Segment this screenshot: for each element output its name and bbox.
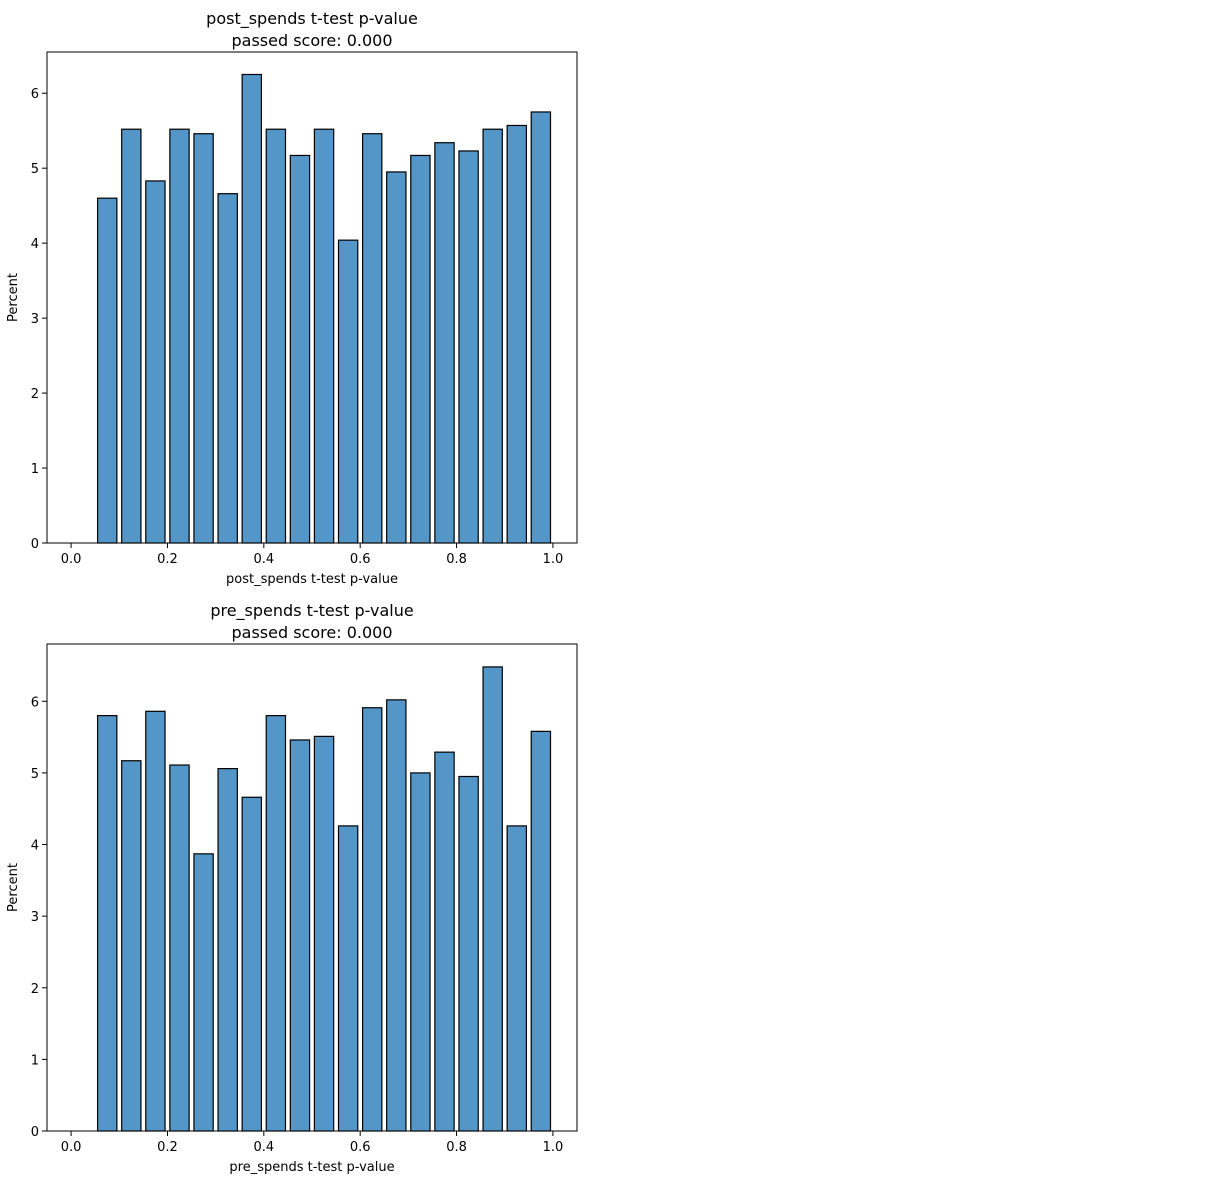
histogram-bar [530,111,552,544]
y-axis-label: Percent [6,863,21,912]
histogram-bar [361,133,383,544]
histogram-bar [241,796,263,1132]
histogram-bar [193,853,214,1132]
x-tick-label: 0.6 [350,552,371,567]
histogram-bar [361,707,383,1132]
y-tick-label: 5 [31,162,39,177]
x-tick-label: 0.2 [157,1140,178,1155]
chart-svg: post_spends t-test p-value passed score: … [6,9,578,587]
histogram-bar [313,735,335,1132]
histogram-bar [169,764,190,1132]
histogram-bar [434,142,455,544]
y-tick-label: 3 [31,312,39,327]
x-tick-label: 0.0 [61,552,82,567]
x-tick-label: 1.0 [543,552,564,567]
x-tick-label: 0.4 [253,552,274,567]
histogram-bar [265,715,287,1132]
histogram-bar [506,825,528,1132]
chart-panel-post-spends-t-test: post_spends t-test p-value passed score: … [0,0,610,592]
chart-subtitle: passed score: 0.000 [232,623,393,642]
histogram-bar [169,128,190,544]
chart-svg: pre_spends t-test p-value passed score: 0… [6,601,578,1175]
x-axis-label: pre_spends t-test p-value [229,1160,394,1175]
histogram-bar [337,239,359,544]
histogram-bar [458,150,479,544]
histogram-bar [241,73,263,544]
histogram-bar [386,699,407,1132]
histogram-bar [482,128,503,544]
chart-title: post_spends t-test p-value [206,9,418,29]
y-tick-label: 1 [31,462,39,477]
y-tick-label: 1 [31,1053,39,1068]
histogram-bar [530,730,552,1132]
histogram-bar [96,715,118,1132]
y-tick-label: 0 [31,1125,39,1140]
histogram-bar [121,760,142,1132]
plot-frame [46,643,578,1132]
histogram-bar [96,197,118,544]
y-tick-label: 3 [31,910,39,925]
histogram-bar [121,128,142,544]
y-tick-label: 6 [31,87,39,102]
chart-subtitle: passed score: 0.000 [232,31,393,50]
histogram-bar [145,710,166,1132]
y-tick-label: 4 [31,237,39,252]
histogram-bar [506,124,528,544]
y-tick-label: 0 [31,537,39,552]
histogram-bar [434,751,455,1132]
y-tick-label: 2 [31,982,39,997]
histogram-bar [410,154,431,544]
histogram-bar [313,128,335,544]
histogram-bar [265,128,287,544]
chart-title: pre_spends t-test p-value [210,601,413,621]
histogram-bar [386,171,407,544]
histogram-bar [217,768,238,1132]
histogram-bar [482,666,503,1132]
x-tick-label: 1.0 [543,1140,564,1155]
histogram-bar [458,775,479,1132]
y-tick-label: 6 [31,695,39,710]
x-tick-label: 0.6 [350,1140,371,1155]
x-tick-label: 0.0 [61,1140,82,1155]
y-axis-label: Percent [6,273,21,322]
histogram-bar [193,133,214,544]
plot-frame [46,51,578,544]
x-tick-label: 0.8 [446,1140,467,1155]
x-tick-label: 0.4 [253,1140,274,1155]
histogram-bar [217,193,238,544]
x-axis-label: post_spends t-test p-value [226,572,398,587]
histogram-bar [337,825,359,1132]
y-tick-label: 4 [31,839,39,854]
histogram-bar [145,180,166,544]
x-tick-label: 0.2 [157,552,178,567]
chart-panel-pre-spends-t-test: pre_spends t-test p-value passed score: 0… [0,592,610,1184]
histogram-bar [289,739,311,1132]
y-tick-label: 5 [31,767,39,782]
x-tick-label: 0.8 [446,552,467,567]
y-tick-label: 2 [31,387,39,402]
histogram-bar [410,772,431,1132]
histogram-bar [289,154,311,544]
